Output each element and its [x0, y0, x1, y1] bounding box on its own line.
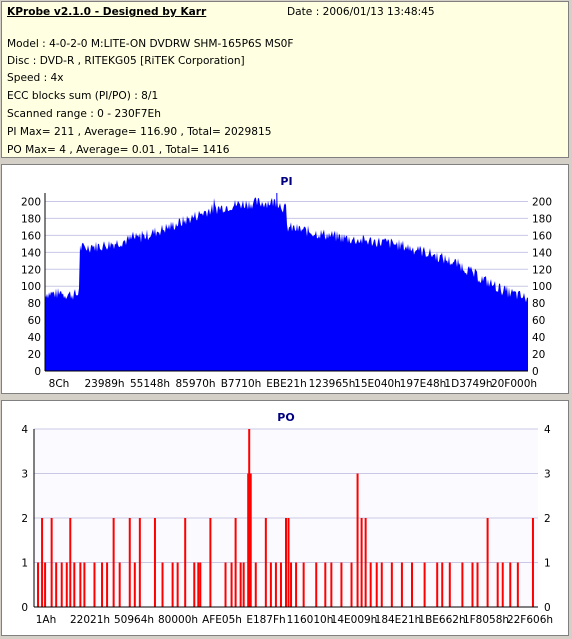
pi-ytick-label-right: 180 — [532, 213, 552, 225]
pi-ytick-label-right: 200 — [532, 196, 552, 208]
po-xtick-label: 50964h — [114, 614, 154, 626]
po-xtick-label: 1Ah — [36, 614, 57, 626]
pi-xtick-label: 123965h — [309, 378, 356, 390]
po-ytick-label-right: 4 — [544, 424, 551, 436]
pi-ytick-label-right: 100 — [532, 281, 552, 293]
pi-xtick-label: 8Ch — [49, 378, 70, 390]
pi-xtick-label: 197E48h — [400, 378, 447, 390]
pi-xtick-label: EBE21h — [266, 378, 307, 390]
po-xtick-label: 1BE662h — [418, 614, 465, 626]
ecc-line: ECC blocks sum (PI/PO) : 8/1 — [7, 90, 159, 102]
range-line: Scanned range : 0 - 230F7Eh — [7, 108, 161, 120]
po-ytick-label-left: 1 — [21, 558, 28, 570]
pi-xtick-label: 1D3749h — [444, 378, 492, 390]
po-ytick-label-left: 4 — [21, 424, 28, 436]
po-ytick-label-right: 0 — [544, 602, 551, 614]
pi-ytick-label-left: 120 — [21, 264, 41, 276]
po-ytick-label-left: 3 — [21, 469, 28, 481]
pi-ytick-label-left: 40 — [28, 332, 41, 344]
pi-ytick-label-left: 180 — [21, 213, 41, 225]
pi-chart-panel: 0 0 20 20 40 40 60 60 80 80 100 100 120 120 140 140 160 1… — [1, 164, 569, 394]
pi-ytick-label-left: 80 — [28, 298, 41, 310]
pi-xtick-label: 55148h — [130, 378, 170, 390]
po-ytick-label-right: 2 — [544, 513, 551, 525]
pi-ytick-label-right: 140 — [532, 247, 552, 259]
po-xtick-label: E187Fh — [246, 614, 285, 626]
po-xtick-label: 14E009h — [331, 614, 378, 626]
pi-ytick-label-right: 80 — [532, 298, 545, 310]
po-xtick-label: AFE05h — [202, 614, 242, 626]
po-chart: 0 0 1 1 2 2 3 3 4 4 1Ah 22021h 50964h 80000h AFE05h E18… — [21, 411, 553, 626]
po-xtick-label: 22021h — [70, 614, 110, 626]
po-xtick-label: 22F606h — [507, 614, 553, 626]
pi-xtick-label: 20F000h — [491, 378, 537, 390]
pi-ytick-label-left: 0 — [34, 366, 41, 378]
po-xtick-label: 184E21h — [375, 614, 422, 626]
pi-ytick-label-left: 20 — [28, 349, 41, 361]
scan-date: Date : 2006/01/13 13:48:45 — [287, 6, 435, 18]
pi-ytick-label-right: 40 — [532, 332, 545, 344]
model-line: Model : 4-0-2-0 M:LITE-ON DVDRW SHM-165P… — [7, 38, 294, 50]
pi-ytick-label-left: 60 — [28, 315, 41, 327]
po-ytick-label-right: 1 — [544, 558, 551, 570]
po-xtick-label: 1F8058h — [463, 614, 509, 626]
po-summary-line: PO Max= 4 , Average= 0.01 , Total= 1416 — [7, 144, 230, 156]
pi-ytick-label-right: 120 — [532, 264, 552, 276]
po-xtick-label: 80000h — [158, 614, 198, 626]
pi-chart-title: PI — [280, 175, 292, 188]
po-ytick-label-left: 2 — [21, 513, 28, 525]
pi-chart: 0 0 20 20 40 40 60 60 80 80 100 100 120 120 140 140 160 1… — [21, 175, 552, 390]
pi-ytick-label-left: 160 — [21, 230, 41, 242]
pi-ytick-label-left: 100 — [21, 281, 41, 293]
pi-ytick-label-right: 0 — [532, 366, 539, 378]
pi-summary-line: PI Max= 211 , Average= 116.90 , Total= 2… — [7, 126, 272, 138]
po-chart-panel: 0 0 1 1 2 2 3 3 4 4 1Ah 22021h 50964h 80000h AFE05h E18… — [1, 400, 569, 636]
app-title: KProbe v2.1.0 - Designed by Karr — [7, 6, 207, 18]
pi-ytick-label-left: 200 — [21, 196, 41, 208]
info-panel: KProbe v2.1.0 - Designed by Karr Date : … — [1, 1, 569, 158]
po-ytick-label-left: 0 — [21, 602, 28, 614]
po-xtick-label: 116010h — [287, 614, 334, 626]
disc-line: Disc : DVD-R , RITEKG05 [RiTEK Corporati… — [7, 55, 245, 67]
pi-ytick-label-right: 60 — [532, 315, 545, 327]
pi-xtick-label: 15E040h — [354, 378, 401, 390]
po-ytick-label-right: 3 — [544, 469, 551, 481]
pi-xtick-label: 85970h — [175, 378, 215, 390]
speed-line: Speed : 4x — [7, 72, 64, 84]
pi-ytick-label-left: 140 — [21, 247, 41, 259]
pi-area — [45, 197, 528, 371]
pi-xtick-label: 23989h — [84, 378, 124, 390]
pi-ytick-label-right: 20 — [532, 349, 545, 361]
pi-xtick-label: B7710h — [221, 378, 262, 390]
po-chart-title: PO — [277, 411, 294, 424]
pi-ytick-label-right: 160 — [532, 230, 552, 242]
